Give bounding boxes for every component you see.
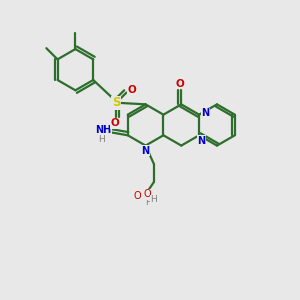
- Text: NH: NH: [95, 125, 111, 135]
- Text: H: H: [145, 198, 152, 207]
- Text: H: H: [151, 195, 157, 204]
- Text: O: O: [110, 118, 119, 128]
- Text: N: N: [197, 136, 206, 146]
- Text: H: H: [98, 136, 105, 145]
- Text: S: S: [112, 96, 120, 110]
- Text: O: O: [176, 79, 184, 89]
- Text: O: O: [143, 190, 151, 200]
- Text: O: O: [128, 85, 136, 94]
- Text: N: N: [202, 108, 210, 118]
- Text: N: N: [141, 146, 149, 156]
- Text: O: O: [134, 191, 141, 201]
